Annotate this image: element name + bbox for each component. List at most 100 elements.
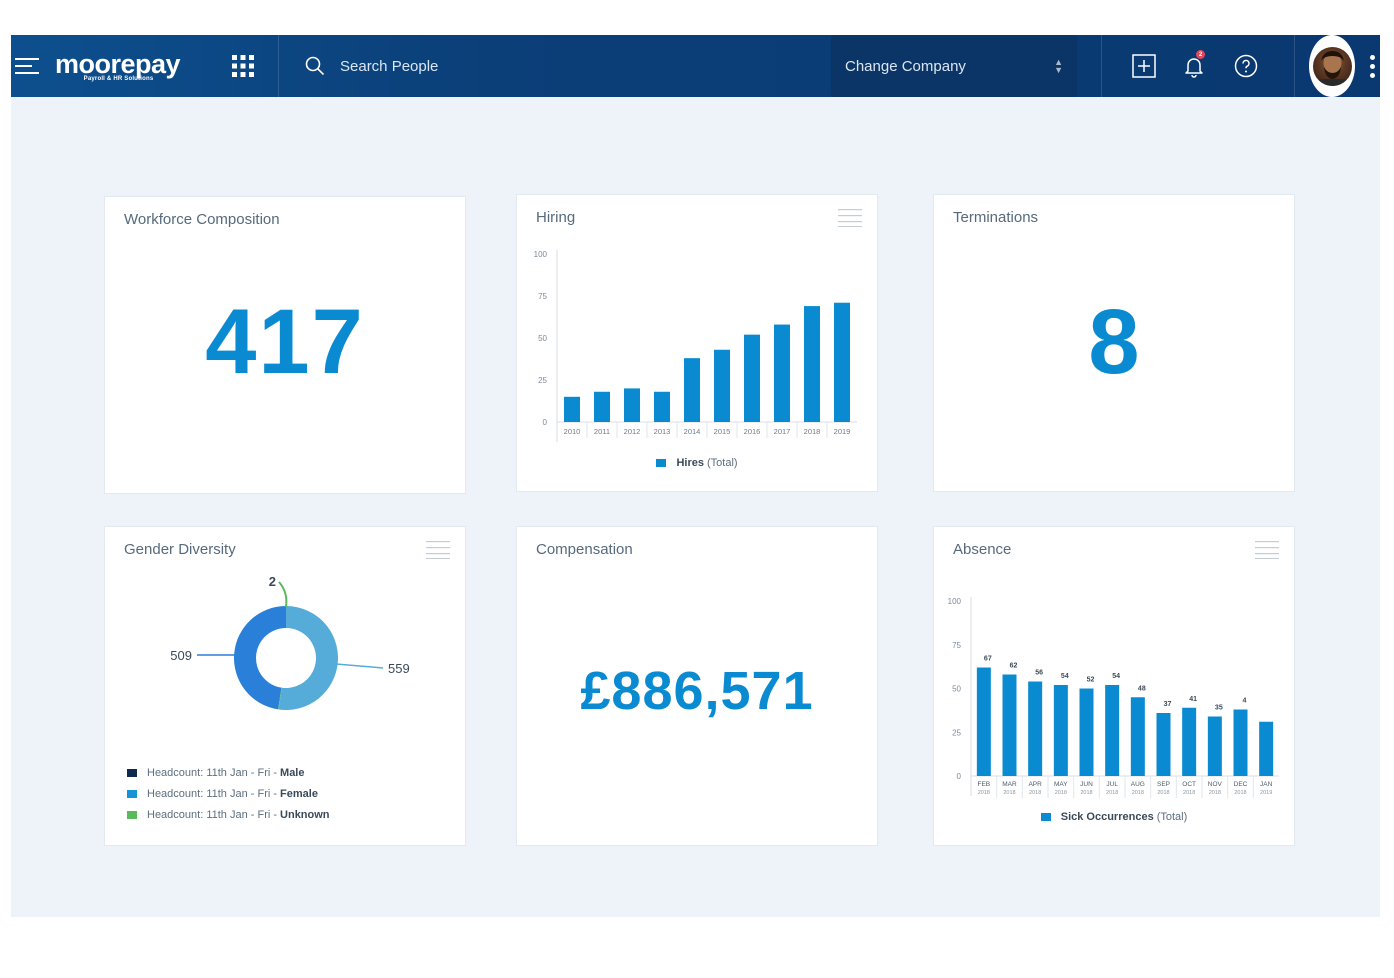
kebab-icon xyxy=(1369,54,1375,60)
data-label: 37 xyxy=(1164,701,1172,708)
bell-icon xyxy=(1185,58,1203,78)
workforce-composition-card[interactable]: Workforce Composition 417 xyxy=(104,196,466,494)
x-tick-label: 2010 xyxy=(564,427,581,436)
leader-line xyxy=(335,663,384,669)
chart-bar xyxy=(1182,707,1197,776)
chart-menu-icon[interactable] xyxy=(1255,541,1279,559)
y-tick-label: 0 xyxy=(957,772,962,781)
x-tick-label: 2012 xyxy=(624,427,641,436)
data-label: 41 xyxy=(1189,696,1197,703)
notification-badge: 2 xyxy=(1196,50,1205,59)
card-title: Terminations xyxy=(953,209,1039,226)
data-label: 35 xyxy=(1215,705,1223,712)
add-button[interactable] xyxy=(1129,35,1159,97)
search-bar[interactable] xyxy=(305,35,685,97)
brand-logo[interactable]: moorepay Payroll & HR Solutions xyxy=(55,35,181,97)
legend-item-female: Headcount: 11th Jan - Fri - Female xyxy=(127,788,330,800)
x-tick-label: FEB xyxy=(978,781,991,788)
x-tick-label: 2014 xyxy=(684,427,701,436)
more-options-button[interactable] xyxy=(1367,35,1377,97)
help-button[interactable] xyxy=(1231,35,1261,97)
chart-bar xyxy=(834,302,850,422)
x-tick-label: JUN xyxy=(1080,781,1093,788)
legend-swatch xyxy=(1040,813,1051,821)
chart-bar xyxy=(1028,681,1043,776)
change-company-label: Change Company xyxy=(845,57,966,75)
divider xyxy=(278,35,279,97)
y-tick-label: 0 xyxy=(543,418,548,427)
compensation-card[interactable]: Compensation £886,571 xyxy=(516,526,878,846)
x-tick-label: JUL xyxy=(1106,781,1118,788)
donut-slice-unknown xyxy=(278,687,282,710)
data-label: 54 xyxy=(1112,673,1120,680)
y-tick-label: 50 xyxy=(538,334,547,343)
card-title: Hiring xyxy=(536,209,576,226)
data-label: 48 xyxy=(1138,685,1146,692)
x-tick-label: 2019 xyxy=(1260,790,1272,796)
change-company-select[interactable]: Change Company ▲ ▼ xyxy=(831,35,1077,97)
data-label: 4 xyxy=(1243,698,1247,705)
legend-series-suffix: (Total) xyxy=(706,457,738,469)
x-tick-label: 2018 xyxy=(1029,790,1041,796)
x-tick-label: APR xyxy=(1028,781,1042,788)
chart-bar xyxy=(594,391,610,422)
divider xyxy=(1294,35,1295,97)
x-tick-label: 2018 xyxy=(1080,790,1092,796)
x-tick-label: 2018 xyxy=(978,790,990,796)
donut-label-unknown: 2 xyxy=(269,574,276,589)
y-tick-label: 75 xyxy=(952,641,961,650)
x-tick-label: 2018 xyxy=(1055,790,1067,796)
x-tick-label: MAY xyxy=(1054,781,1068,788)
absence-bar-chart: 0 25 50 75 100 67 FEB 2018 62 MAR 2018 56 APR 2018 54 M… xyxy=(948,597,1279,798)
chart-bar xyxy=(1105,685,1120,776)
terminations-card[interactable]: Terminations 8 xyxy=(933,194,1295,492)
chart-bar xyxy=(976,667,991,776)
absence-legend: Sick Occurrences (Total) xyxy=(934,811,1294,823)
divider xyxy=(1101,35,1102,97)
apps-grid-button[interactable] xyxy=(232,35,258,97)
absence-card[interactable]: Absence 0 25 50 75 100 67 FEB 2018 62 MAR 2018 56 AP… xyxy=(933,526,1295,846)
x-tick-label: 2011 xyxy=(594,427,610,436)
legend-prefix: Headcount: 11th Jan - Fri - xyxy=(147,788,278,800)
legend-series-suffix: (Total) xyxy=(1156,811,1188,823)
legend-series-name: Hires xyxy=(676,457,704,469)
chart-bar xyxy=(1053,685,1068,776)
help-icon xyxy=(1234,54,1258,78)
data-label: 67 xyxy=(984,656,992,663)
chart-bar xyxy=(714,349,730,422)
legend-label: Unknown xyxy=(280,809,330,821)
legend-swatch xyxy=(127,811,137,819)
user-avatar[interactable] xyxy=(1309,35,1355,97)
gender-legend: Headcount: 11th Jan - Fri - Male Headcou… xyxy=(127,767,330,821)
chart-menu-icon[interactable] xyxy=(838,209,862,227)
gender-donut-chart: 559 509 2 xyxy=(170,574,410,710)
donut-slice-male xyxy=(233,606,286,710)
y-tick-label: 100 xyxy=(534,250,548,259)
x-tick-label: NOV xyxy=(1208,781,1223,788)
plus-square-icon xyxy=(1132,54,1156,78)
chart-bar xyxy=(624,388,640,422)
donut-label-male: 509 xyxy=(170,648,192,663)
x-tick-label: 2018 xyxy=(1106,790,1118,796)
chart-menu-icon[interactable] xyxy=(426,541,450,559)
main-menu-button[interactable] xyxy=(15,35,43,97)
x-tick-label: JAN xyxy=(1260,781,1273,788)
avatar xyxy=(1312,46,1352,86)
gender-diversity-card[interactable]: Gender Diversity 559 509 2 Headcount: 11th… xyxy=(104,526,466,846)
chart-bar xyxy=(1259,721,1274,776)
legend-item-male: Headcount: 11th Jan - Fri - Male xyxy=(127,767,330,779)
chart-bar xyxy=(1207,716,1222,776)
donut-slice-female xyxy=(278,606,339,710)
x-tick-label: 2015 xyxy=(714,427,731,436)
hiring-card[interactable]: Hiring 0 25 50 75 100 2010 2011 2012 2013 2014 201… xyxy=(516,194,878,492)
x-tick-label: 2016 xyxy=(744,427,761,436)
x-tick-label: OCT xyxy=(1182,781,1196,788)
chart-bar xyxy=(1002,674,1017,776)
donut-label-female: 559 xyxy=(388,661,410,676)
search-input[interactable] xyxy=(340,57,640,75)
card-title: Compensation xyxy=(536,541,633,558)
data-label: 62 xyxy=(1010,663,1018,670)
select-caret-icon: ▲ ▼ xyxy=(1054,57,1063,75)
notifications-button[interactable]: 2 xyxy=(1179,35,1209,97)
compensation-total: £886,571 xyxy=(580,661,814,721)
